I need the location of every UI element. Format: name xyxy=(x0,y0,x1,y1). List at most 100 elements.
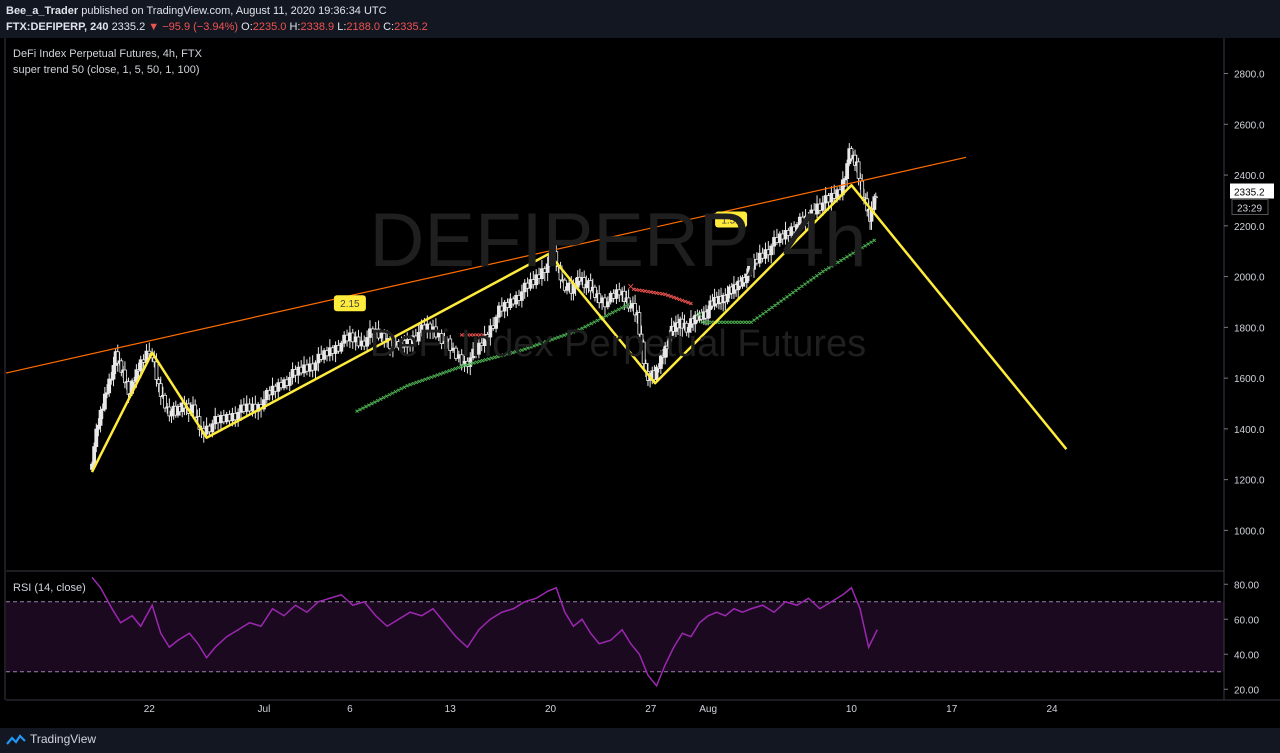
supertrend-up-mark xyxy=(483,357,488,362)
supertrend-up-mark xyxy=(794,288,798,293)
candle-body xyxy=(686,326,691,333)
supertrend-down-mark xyxy=(459,333,464,337)
supertrend-up-mark xyxy=(797,286,801,291)
supertrend-up-mark xyxy=(541,340,545,345)
supertrend-up-mark xyxy=(737,320,741,325)
candle-body xyxy=(820,202,825,211)
candle-body xyxy=(454,347,458,359)
supertrend-up-mark xyxy=(851,251,855,256)
candle-body xyxy=(193,404,198,419)
rsi-line xyxy=(91,576,878,688)
countdown-badge xyxy=(1231,199,1269,216)
time-axis-label: 13 xyxy=(445,704,457,715)
candle-body xyxy=(482,334,487,347)
supertrend-up-mark xyxy=(727,320,732,325)
supertrend-up-mark xyxy=(358,407,362,412)
candle-body xyxy=(641,341,646,365)
candle-body xyxy=(313,362,318,371)
candle-body xyxy=(107,378,112,394)
supertrend-down-mark xyxy=(660,292,665,296)
supertrend-up-mark xyxy=(848,253,852,257)
supertrend-up-mark xyxy=(803,282,807,287)
supertrend-up-mark xyxy=(595,318,600,323)
supertrend-up-mark xyxy=(355,409,359,413)
symbol-info: FTX:DEFIPERP, 240 2335.2 ▼ −95.9 (−3.94%… xyxy=(6,21,428,33)
supertrend-up-mark xyxy=(866,242,871,246)
supertrend-down-mark xyxy=(671,295,676,300)
supertrend-up-mark xyxy=(468,361,473,366)
supertrend-up-mark xyxy=(462,363,467,368)
chart-area[interactable]: × × 2.15 1.52 1000.0 1200.0 1400.0 1600.0 1800.… xyxy=(0,38,1280,728)
time-axis-label: 27 xyxy=(645,704,657,715)
supertrend-up-mark xyxy=(547,338,551,343)
time-axis-label: 20 xyxy=(545,704,557,715)
supertrend-up-mark xyxy=(535,342,539,347)
supertrend-down-mark xyxy=(472,333,476,337)
candle-body xyxy=(752,258,756,270)
supertrend-up-mark xyxy=(773,303,777,308)
chart-title[interactable]: DeFi Index Perpetual Futures, 4h, FTX xyxy=(13,48,203,60)
supertrend-up-mark xyxy=(384,394,389,399)
tradingview-logo[interactable]: TradingView xyxy=(6,732,96,746)
candle-body xyxy=(147,350,152,355)
supertrend-down-mark xyxy=(468,333,473,337)
supertrend-up-mark xyxy=(444,369,449,374)
candle-body xyxy=(605,301,610,308)
supertrend-up-mark xyxy=(369,401,374,406)
symbol-label[interactable]: FTX:DEFIPERP, 240 xyxy=(6,21,109,33)
supertrend-up-mark xyxy=(553,336,557,341)
supertrend-up-mark xyxy=(372,400,377,404)
candle-body xyxy=(769,245,774,256)
supertrend-up-mark xyxy=(589,321,594,326)
supertrend-down-mark xyxy=(475,333,479,337)
candle-body xyxy=(262,399,266,410)
supertrend-up-mark xyxy=(586,323,591,328)
indicator-label[interactable]: super trend 50 (close, 1, 5, 50, 1, 100) xyxy=(13,64,200,76)
supertrend-down-mark xyxy=(663,292,668,297)
candle-body xyxy=(442,340,447,344)
supertrend-up-mark xyxy=(616,307,621,312)
rsi-axis-label: 20.00 xyxy=(1234,685,1259,696)
candle-body xyxy=(582,277,587,289)
author-name[interactable]: Bee_a_Trader xyxy=(6,5,79,17)
supertrend-up-mark xyxy=(734,320,738,325)
supertrend-down-mark xyxy=(689,301,693,306)
supertrend-up-mark xyxy=(550,337,554,342)
supertrend-up-mark xyxy=(820,269,825,274)
supertrend-down-mark xyxy=(654,291,659,295)
candle-body xyxy=(562,279,567,291)
supertrend-up-mark xyxy=(532,344,536,348)
supertrend-up-mark xyxy=(805,280,810,284)
candle-body xyxy=(747,265,751,275)
supertrend-up-mark xyxy=(574,329,579,333)
supertrend-signal-marker: × xyxy=(696,308,703,322)
candle-body xyxy=(667,337,672,350)
supertrend-up-mark xyxy=(776,301,780,306)
supertrend-up-mark xyxy=(544,339,548,344)
down-arrow-icon: ▼ xyxy=(148,21,160,33)
candle-body xyxy=(126,381,131,395)
supertrend-up-mark xyxy=(523,347,527,351)
chart-svg[interactable]: × × 2.15 1.52 1000.0 1200.0 1400.0 1600.0 1800.… xyxy=(0,38,1280,728)
supertrend-down-mark xyxy=(462,333,467,337)
supertrend-up-mark xyxy=(826,265,831,270)
candle-body xyxy=(637,312,642,335)
supertrend-up-mark xyxy=(604,313,609,318)
candle-body xyxy=(628,305,633,309)
supertrend-up-mark xyxy=(758,314,762,318)
price-axis-label: 1600.0 xyxy=(1234,374,1265,385)
supertrend-up-mark xyxy=(417,379,422,384)
supertrend-up-mark xyxy=(808,278,813,282)
candle-body xyxy=(459,354,464,366)
price-axis-label: 1400.0 xyxy=(1234,425,1265,436)
supertrend-up-mark xyxy=(562,333,566,338)
supertrend-up-mark xyxy=(435,373,440,377)
supertrend-up-mark xyxy=(743,320,747,325)
rsi-label[interactable]: RSI (14, close) xyxy=(13,582,86,594)
supertrend-up-mark xyxy=(580,326,585,331)
high-label: H: xyxy=(289,21,301,33)
supertrend-down-mark xyxy=(640,288,645,293)
supertrend-up-mark xyxy=(625,302,630,307)
supertrend-up-mark xyxy=(501,353,506,357)
candle-body xyxy=(287,377,292,386)
